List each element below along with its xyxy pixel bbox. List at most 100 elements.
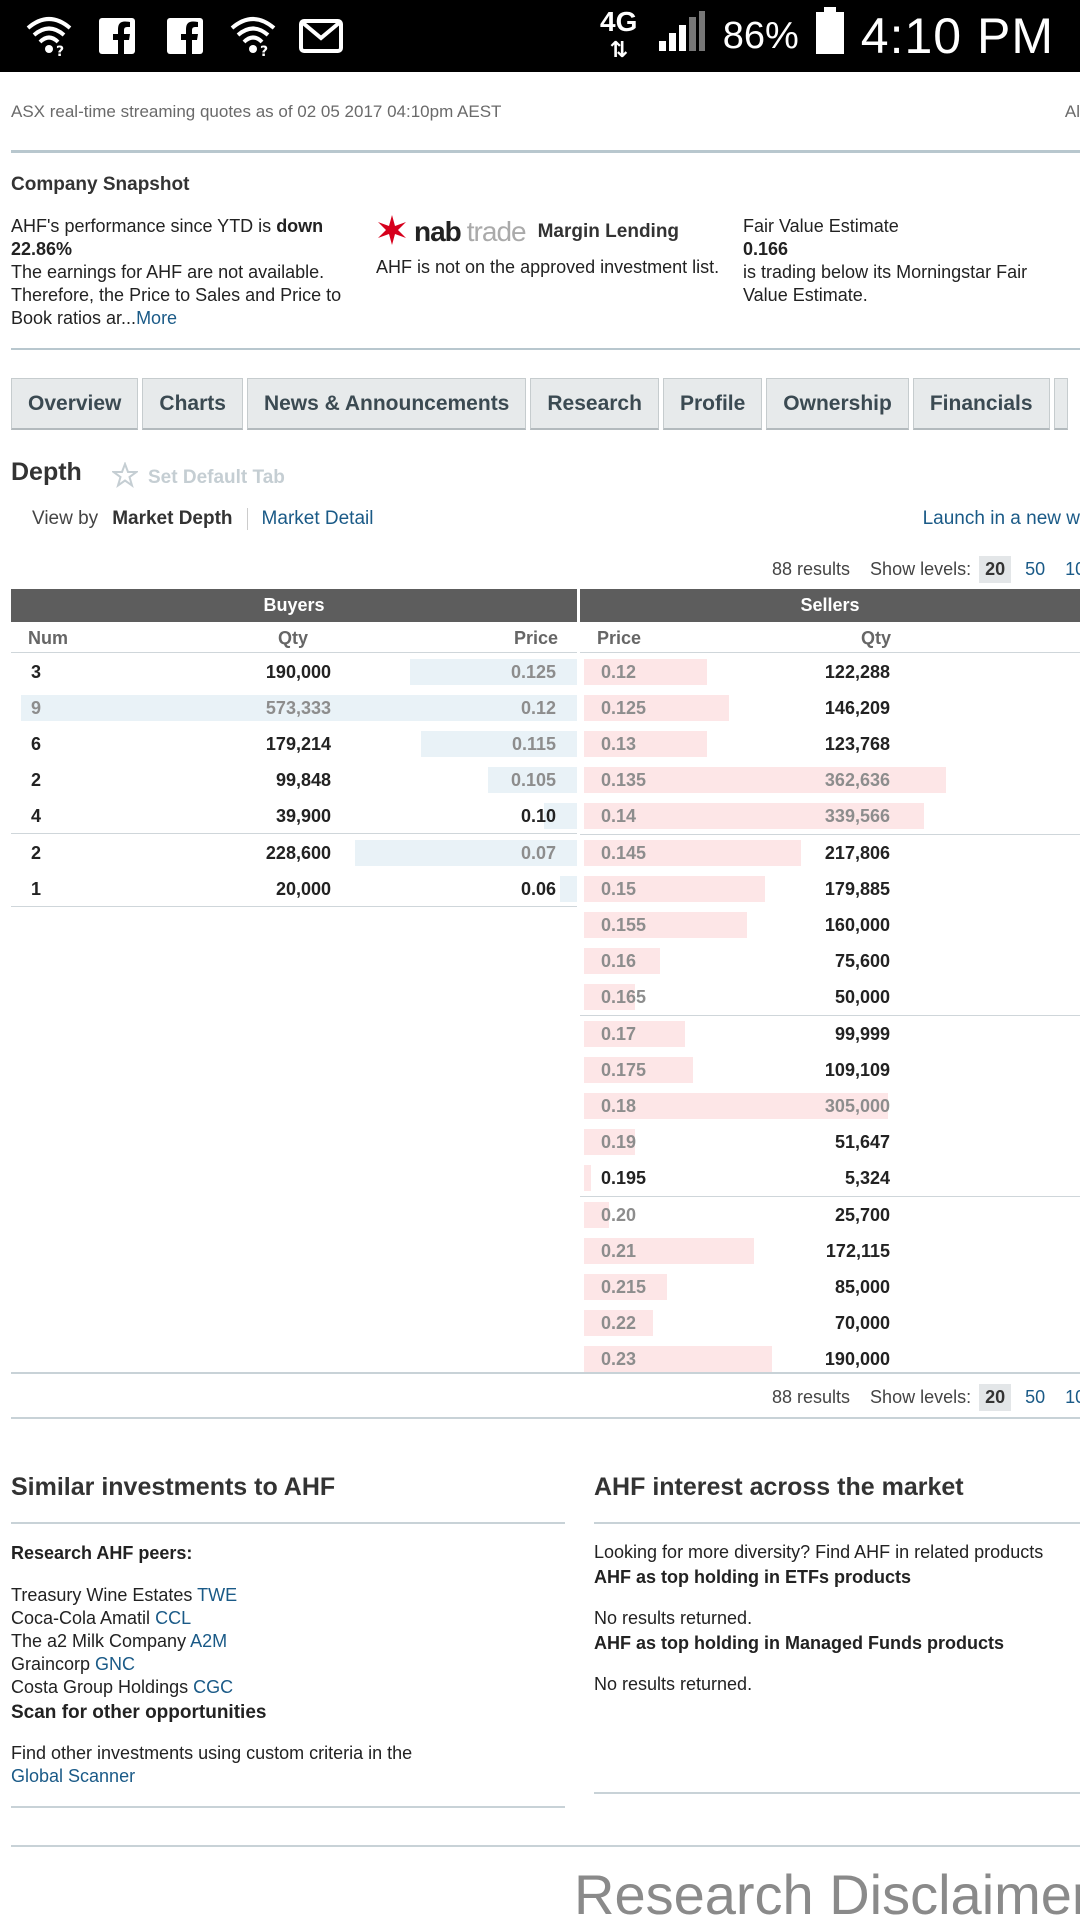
mf-result: No results returned. xyxy=(594,1674,753,1694)
set-default-tab-button[interactable]: Set Default Tab xyxy=(110,461,285,494)
buyer-price: 0.115 xyxy=(511,733,556,754)
tab-financials[interactable]: Financials xyxy=(912,378,1050,430)
nab-star-icon xyxy=(376,214,408,248)
wifi-question-icon: ? xyxy=(26,14,72,58)
level-100[interactable]: 10 xyxy=(1065,559,1080,579)
level-20[interactable]: 20 xyxy=(979,556,1012,583)
view-by-selector: View by Market Depth Market Detail xyxy=(32,508,374,530)
seller-price: 0.18 xyxy=(601,1095,637,1116)
seller-volume-bar xyxy=(584,659,707,685)
divider xyxy=(11,150,1080,153)
buyer-num: 2 xyxy=(31,769,42,790)
buyer-qty: 39,900 xyxy=(275,805,331,826)
seller-qty: 122,288 xyxy=(824,661,890,682)
interest-title: AHF interest across the market xyxy=(594,1473,964,1501)
seller-row: 0.145 217,806 xyxy=(580,835,1080,871)
seller-qty: 123,768 xyxy=(824,733,890,754)
seller-price: 0.125 xyxy=(601,697,647,718)
sellers-header: Sellers xyxy=(580,589,1080,622)
buyers-header: Buyers xyxy=(11,589,577,622)
seller-row: 0.13 123,768 xyxy=(580,726,1080,762)
launch-new-window-link[interactable]: Launch in a new w xyxy=(922,508,1080,529)
research-peers-label: Research AHF peers: xyxy=(11,1543,193,1563)
seller-volume-bar xyxy=(584,1021,685,1047)
market-detail-option[interactable]: Market Detail xyxy=(261,508,374,529)
status-right: 4G ⇅ 86% 4:10 PM xyxy=(597,6,1054,66)
list-item: Costa Group Holdings CGC xyxy=(11,1677,234,1697)
buyer-row: 6 179,214 0.115 xyxy=(11,726,577,762)
seller-row: 0.16 75,600 xyxy=(580,943,1080,979)
seller-qty: 146,209 xyxy=(824,697,890,718)
market-depth-option[interactable]: Market Depth xyxy=(112,508,233,529)
seller-qty: 362,636 xyxy=(824,769,890,790)
mf-label: AHF as top holding in Managed Funds prod… xyxy=(594,1633,1004,1653)
level-50[interactable]: 50 xyxy=(1025,1387,1046,1407)
seller-row: 0.195 5,324 xyxy=(580,1160,1080,1196)
list-item: The a2 Milk Company A2M xyxy=(11,1631,228,1651)
network-type: 4G ⇅ xyxy=(600,6,638,63)
peer-link-twe[interactable]: TWE xyxy=(197,1585,238,1605)
buyer-num: 6 xyxy=(31,733,42,754)
seller-volume-bar xyxy=(584,876,765,902)
tab-news-announcements[interactable]: News & Announcements xyxy=(246,378,527,430)
tab-overview[interactable]: Overview xyxy=(11,378,139,430)
seller-row: 0.17 99,999 xyxy=(580,1016,1080,1052)
buyer-volume-bar xyxy=(544,803,577,829)
tab-research[interactable]: Research xyxy=(530,378,659,430)
etf-label: AHF as top holding in ETFs products xyxy=(594,1567,911,1587)
seller-volume-bar xyxy=(584,731,707,757)
research-disclaimer-heading: Research Disclaimer xyxy=(574,1863,1080,1920)
seller-volume-bar xyxy=(584,767,946,793)
buyer-price: 0.06 xyxy=(520,878,556,899)
level-100[interactable]: 10 xyxy=(1065,1387,1080,1407)
battery-icon xyxy=(815,6,845,66)
col-price-sellers: Price xyxy=(597,628,642,648)
seller-price: 0.135 xyxy=(601,769,647,790)
seller-row: 0.135 362,636 xyxy=(580,762,1080,798)
level-20[interactable]: 20 xyxy=(979,1384,1012,1411)
seller-qty: 5,324 xyxy=(844,1167,890,1188)
seller-price: 0.195 xyxy=(601,1167,647,1188)
seller-volume-bar xyxy=(584,803,924,829)
divider xyxy=(11,1372,1080,1374)
nabtrade-logo[interactable]: nab trade Margin Lending xyxy=(376,214,721,248)
seller-row: 0.15 179,885 xyxy=(580,871,1080,907)
seller-price: 0.175 xyxy=(601,1059,647,1080)
seller-price: 0.23 xyxy=(601,1348,637,1369)
peer-link-cgc[interactable]: CGC xyxy=(193,1677,234,1697)
interest-intro: Looking for more diversity? Find AHF in … xyxy=(594,1542,1044,1562)
seller-qty: 50,000 xyxy=(834,986,890,1007)
tab-charts[interactable]: Charts xyxy=(142,378,243,430)
seller-volume-bar xyxy=(584,1165,591,1191)
seller-volume-bar xyxy=(584,1310,653,1336)
row-group-divider xyxy=(580,1015,1080,1016)
peer-link-a2m[interactable]: A2M xyxy=(190,1631,228,1651)
list-item: Graincorp GNC xyxy=(11,1654,136,1674)
tab-overflow[interactable] xyxy=(1053,378,1068,430)
global-scanner-link[interactable]: Global Scanner xyxy=(11,1766,136,1786)
divider xyxy=(11,1806,565,1808)
svg-text:?: ? xyxy=(260,44,268,56)
seller-row: 0.22 70,000 xyxy=(580,1305,1080,1341)
tab-profile[interactable]: Profile xyxy=(662,378,763,430)
buyer-row: 2 99,848 0.105 xyxy=(11,762,577,798)
buyer-volume-bar xyxy=(560,876,577,902)
buyer-volume-bar xyxy=(421,731,577,757)
buyer-qty: 573,333 xyxy=(265,697,331,718)
seller-price: 0.165 xyxy=(601,986,647,1007)
seller-row: 0.18 305,000 xyxy=(580,1088,1080,1124)
level-50[interactable]: 50 xyxy=(1025,559,1046,579)
find-investments-text: Find other investments using custom crit… xyxy=(11,1743,413,1786)
seller-row: 0.125 146,209 xyxy=(580,690,1080,726)
buyer-row: 4 39,900 0.10 xyxy=(11,798,577,834)
section-tabs: Overview Charts News & Announcements Res… xyxy=(11,378,1068,430)
buyer-volume-bar xyxy=(410,659,577,685)
peer-link-ccl[interactable]: CCL xyxy=(155,1608,192,1628)
peer-link-gnc[interactable]: GNC xyxy=(95,1654,136,1674)
seller-volume-bar xyxy=(584,1057,693,1083)
tab-ownership[interactable]: Ownership xyxy=(766,378,909,430)
buyer-row: 3 190,000 0.125 xyxy=(11,654,577,690)
buyer-num: 4 xyxy=(31,805,42,826)
more-link[interactable]: More xyxy=(136,308,178,328)
seller-volume-bar xyxy=(584,1274,667,1300)
